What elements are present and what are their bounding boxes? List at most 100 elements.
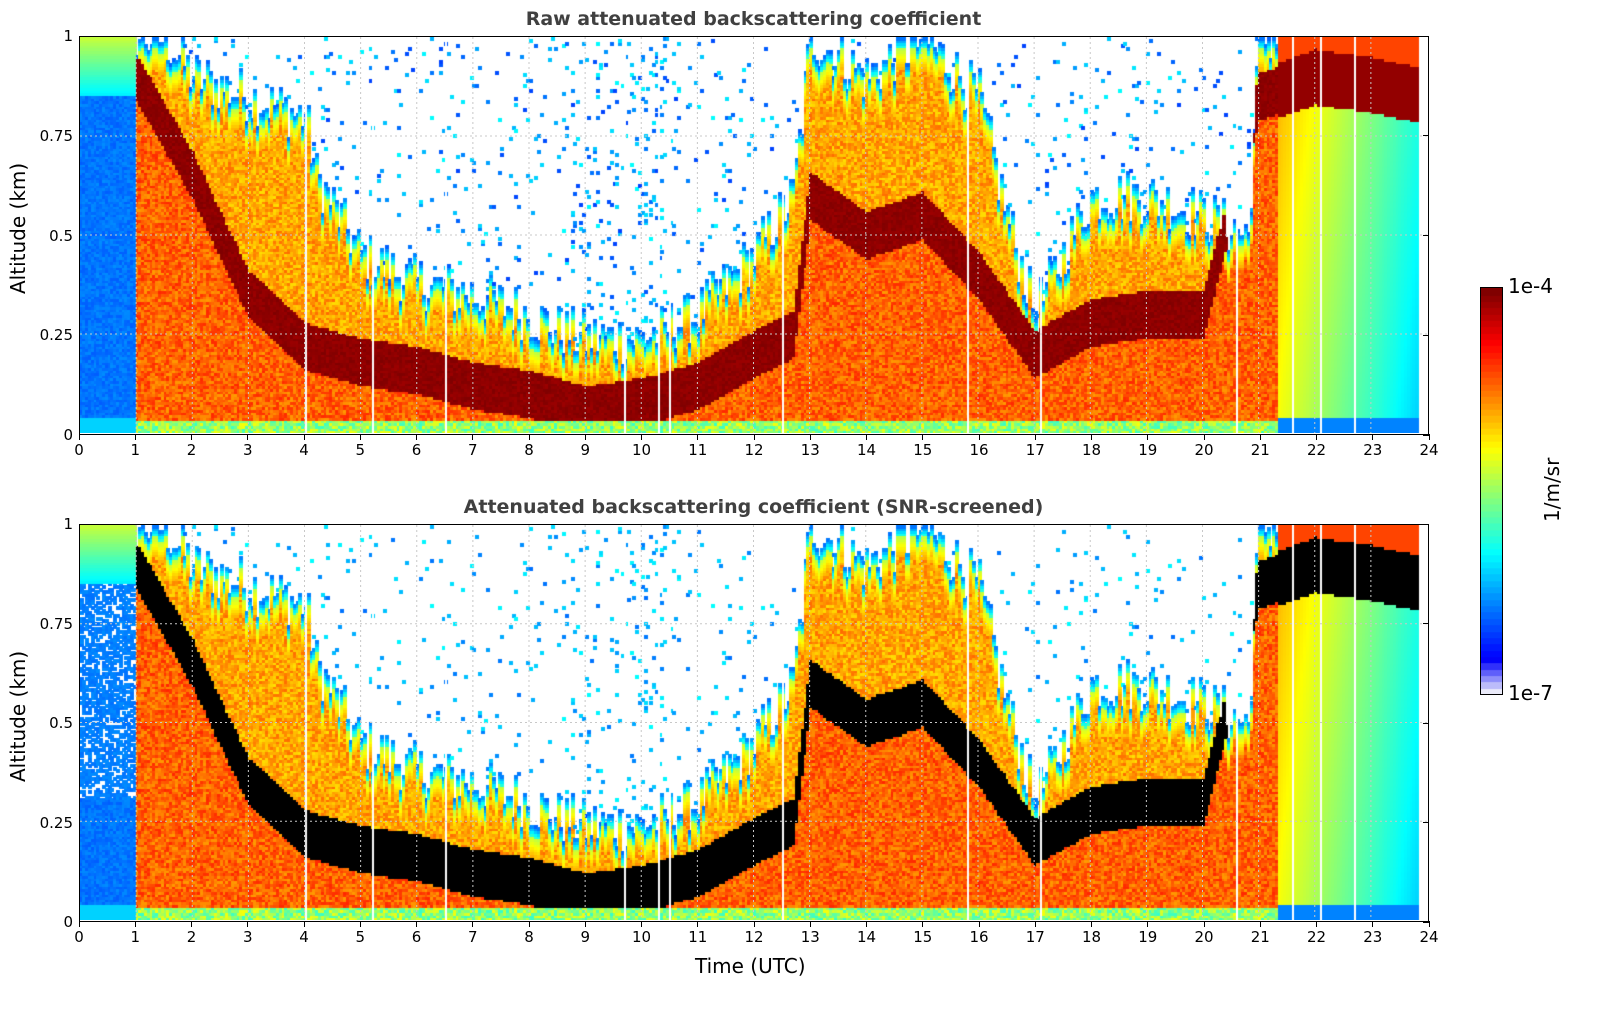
x-tick-label: 15 [913,928,933,946]
x-tick-label: 22 [1306,928,1327,946]
y-tick-mark-right [1423,434,1429,436]
x-tick-mark [1372,921,1374,927]
x-tick-mark [1147,434,1149,440]
x-tick-label: 7 [467,928,478,946]
x-tick-label: 3 [242,441,253,459]
x-tick-mark [1372,434,1374,440]
x-tick-mark [809,921,811,927]
x-tick-label: 13 [800,441,820,459]
x-tick-mark [866,434,867,440]
y-tick-label: 0 [63,913,73,931]
x-tick-label: 18 [1081,441,1102,459]
x-tick-mark [753,434,755,440]
y-tick-label: 0 [63,426,73,444]
x-tick-label: 1 [130,928,141,946]
x-tick-mark [78,434,80,440]
y-tick-mark-right [1423,623,1429,624]
x-tick-label: 22 [1306,441,1327,459]
x-tick-mark [584,921,586,927]
y-tick-label: 1 [63,27,73,45]
top-plot-title: Raw attenuated backscattering coefficien… [525,8,982,30]
x-tick-mark [1203,921,1205,927]
x-tick-mark [641,434,642,440]
x-tick-mark [472,921,474,927]
x-tick-mark [359,921,361,927]
x-tick-label: 14 [856,928,877,946]
x-tick-label: 1 [130,441,141,459]
x-tick-mark [134,921,136,927]
y-tick-mark-right [1423,523,1429,525]
x-tick-mark [303,434,305,440]
x-tick-label: 24 [1419,928,1439,946]
colorbar-max-label: 1e-4 [1508,274,1553,298]
x-tick-label: 20 [1194,441,1214,459]
x-tick-label: 17 [1025,928,1045,946]
x-tick-label: 23 [1363,441,1383,459]
x-tick-mark [359,434,361,440]
x-tick-label: 4 [299,928,309,946]
x-tick-label: 2 [186,928,197,946]
bottom-grid [80,525,1427,920]
x-tick-mark [1428,921,1430,927]
y-tick-label: 1 [63,515,73,533]
x-tick-label: 3 [242,928,253,946]
x-tick-label: 15 [913,441,933,459]
x-tick-mark [1034,921,1036,927]
x-tick-mark [697,434,699,440]
x-tick-label: 24 [1419,441,1439,459]
colorbar-min-label: 1e-7 [1508,681,1553,705]
x-tick-mark [247,921,249,927]
x-axis-label: Time (UTC) [695,954,806,978]
bottom-y-axis-label: Altitude (km) [6,650,30,782]
x-tick-label: 5 [355,441,366,459]
x-tick-label: 9 [580,928,591,946]
x-tick-label: 14 [856,441,877,459]
x-tick-mark [1259,434,1261,440]
x-tick-mark [1034,434,1036,440]
x-tick-label: 16 [969,441,989,459]
bottom-plot-title: Attenuated backscattering coefficient (S… [463,496,1044,518]
top-y-axis-label: Altitude (km) [6,162,30,294]
x-tick-mark [303,921,305,927]
x-tick-mark [416,434,417,440]
x-tick-label: 6 [411,441,422,459]
top-grid [80,37,1427,433]
y-tick-label: 0.75 [39,126,73,145]
x-tick-mark [1091,434,1092,440]
x-tick-label: 7 [467,441,478,459]
x-tick-label: 4 [299,441,309,459]
colorbar [1480,287,1503,695]
x-tick-mark [978,921,980,927]
x-tick-mark [191,434,192,440]
y-tick-label: 0.5 [49,226,73,245]
x-tick-label: 23 [1363,928,1383,946]
x-tick-mark [641,921,642,927]
x-tick-mark [1428,434,1430,440]
colorbar-unit-label: 1/m/sr [1540,457,1564,522]
y-tick-mark-right [1423,235,1429,236]
x-tick-mark [866,921,867,927]
y-tick-label: 0.25 [39,813,73,832]
x-tick-label: 21 [1250,928,1270,946]
y-tick-label: 0.5 [49,714,73,732]
x-tick-mark [922,921,924,927]
x-tick-label: 16 [969,928,989,946]
x-tick-mark [1316,921,1317,927]
x-tick-mark [134,434,136,440]
x-tick-label: 10 [631,928,652,946]
x-tick-label: 11 [688,928,708,946]
x-tick-label: 12 [744,441,764,459]
y-tick-mark-right [1423,135,1429,137]
x-tick-mark [753,921,755,927]
x-tick-label: 8 [524,441,534,459]
x-tick-mark [1091,921,1092,927]
x-tick-label: 5 [355,928,366,946]
x-tick-mark [922,434,924,440]
x-tick-mark [78,921,80,927]
x-tick-label: 12 [744,928,764,946]
y-tick-label: 0.75 [39,614,73,633]
x-tick-label: 17 [1025,441,1045,459]
x-tick-label: 11 [688,441,708,459]
y-tick-mark-right [1423,334,1429,336]
x-tick-mark [1259,921,1261,927]
